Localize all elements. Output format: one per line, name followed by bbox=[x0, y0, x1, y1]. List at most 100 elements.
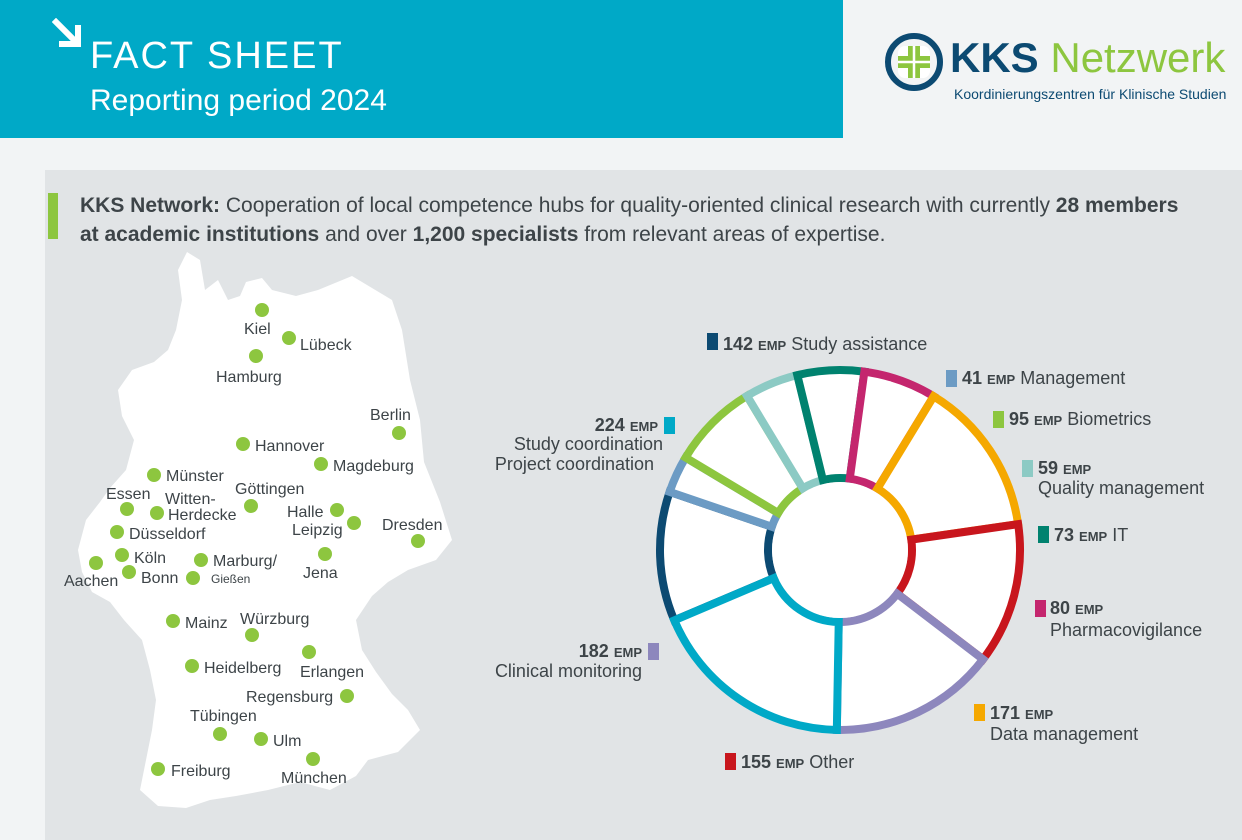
city-dot-regensburg bbox=[340, 689, 354, 703]
city-dot-tübingen bbox=[213, 727, 227, 741]
city-label-kiel: Kiel bbox=[244, 321, 271, 338]
city-label-tübingen: Tübingen bbox=[190, 708, 257, 725]
donut-hole bbox=[772, 482, 908, 618]
category-label-pharmacovigilance: Pharmacovigilance bbox=[1050, 620, 1202, 640]
city-label-dresden: Dresden bbox=[382, 517, 442, 534]
city-dot-aachen bbox=[89, 556, 103, 570]
intro-accent-bar bbox=[48, 193, 58, 239]
value-label-it: 73 EMP IT bbox=[1054, 525, 1128, 545]
city-label-düsseldorf: Düsseldorf bbox=[129, 526, 206, 543]
city-dot-münster bbox=[147, 468, 161, 482]
city-dot-berlin bbox=[392, 426, 406, 440]
city-label-freiburg: Freiburg bbox=[171, 763, 231, 780]
city-dot-hannover bbox=[236, 437, 250, 451]
value-label-other: 155 EMP Other bbox=[741, 752, 854, 772]
legend-swatch-clinical-monitoring bbox=[648, 643, 659, 660]
intro-bold-3: 1,200 specialists bbox=[412, 223, 579, 246]
intro-text-2: and over bbox=[319, 223, 413, 246]
city-label-marburg: Marburg/ bbox=[213, 553, 278, 570]
germany-map: Kiel Lübeck Hamburg Berlin Hannover Magdeburg… bbox=[64, 252, 452, 808]
city-dot-essen bbox=[120, 502, 134, 516]
header-band bbox=[0, 0, 843, 138]
city-label-heidelberg: Heidelberg bbox=[204, 660, 281, 677]
city-dot-bonn bbox=[122, 565, 136, 579]
value-label-quality-management: 59 EMP bbox=[1038, 458, 1092, 478]
logo-tagline: Koordinierungszentren für Klinische Stud… bbox=[954, 86, 1227, 102]
slice-clinical-monitoring bbox=[832, 588, 989, 734]
intro-bold-1: KKS Network: bbox=[80, 194, 221, 217]
legend-swatch-pharmacovigilance bbox=[1035, 600, 1046, 617]
category-label-study-coordination: Study coordination bbox=[514, 434, 663, 454]
page-title: FACT SHEET bbox=[90, 35, 344, 77]
value-label-clinical-monitoring: 182 EMP bbox=[579, 641, 643, 661]
city-dot-düsseldorf bbox=[110, 525, 124, 539]
city-label-lübeck: Lübeck bbox=[300, 337, 353, 354]
employee-donut-chart: 142 EMP Study assistance 41 EMP Managemen… bbox=[495, 333, 1204, 772]
city-label-würzburg: Würzburg bbox=[240, 611, 309, 628]
city-label-hannover: Hannover bbox=[255, 438, 325, 455]
city-label-gießen: Gießen bbox=[211, 572, 250, 586]
legend-swatch-management bbox=[946, 370, 957, 387]
city-label-göttingen: Göttingen bbox=[235, 481, 304, 498]
city-label-ulm: Ulm bbox=[273, 733, 301, 750]
city-dot-kiel bbox=[255, 303, 269, 317]
legend-swatch-quality-management bbox=[1022, 460, 1033, 477]
value-label-pharmacovigilance: 80 EMP bbox=[1050, 598, 1104, 618]
city-label-hamburg: Hamburg bbox=[216, 369, 282, 386]
city-label-erlangen: Erlangen bbox=[300, 664, 364, 681]
city-label-essen: Essen bbox=[106, 486, 150, 503]
city-dot-hamburg bbox=[249, 349, 263, 363]
city-dot-göttingen bbox=[244, 499, 258, 513]
city-label-halle: Halle bbox=[287, 504, 324, 521]
city-label-berlin: Berlin bbox=[370, 407, 411, 424]
city-dot-köln bbox=[115, 548, 129, 562]
city-label-münster: Münster bbox=[166, 468, 224, 485]
germany-outline bbox=[78, 252, 452, 808]
city-label-jena: Jena bbox=[303, 565, 338, 582]
city-dot-würzburg bbox=[245, 628, 259, 642]
page-subtitle: Reporting period 2024 bbox=[90, 84, 387, 117]
legend-swatch-data-management bbox=[974, 704, 985, 721]
category-label-2-study-coordination: Project coordination bbox=[495, 454, 654, 474]
intro-bold-2: 28 members at academic institutions bbox=[80, 194, 1179, 246]
city-label-regensburg: Regensburg bbox=[246, 689, 333, 706]
city-dot-lübeck bbox=[282, 331, 296, 345]
legend-swatch-study-assistance bbox=[707, 333, 718, 350]
city-dot-halle bbox=[330, 503, 344, 517]
logo-kks: KKS bbox=[950, 34, 1039, 81]
value-label-data-management: 171 EMP bbox=[990, 703, 1054, 723]
category-label-data-management: Data management bbox=[990, 724, 1138, 744]
arrow-down-right-icon bbox=[52, 18, 81, 47]
city-dot-gießen bbox=[186, 571, 200, 585]
category-label-clinical-monitoring: Clinical monitoring bbox=[495, 661, 642, 681]
city-dot-witten bbox=[150, 506, 164, 520]
slice-data-management bbox=[871, 390, 1023, 545]
city-label-münchen: München bbox=[281, 770, 347, 787]
logo-wordmark: KKS Netzwerk bbox=[950, 34, 1225, 82]
legend-swatch-it bbox=[1038, 526, 1049, 543]
city-label-bonn: Bonn bbox=[141, 570, 178, 587]
city-dot-freiburg bbox=[151, 762, 165, 776]
intro-text: KKS Network: Cooperation of local compet… bbox=[80, 191, 1180, 249]
slice-study-coordination bbox=[669, 572, 843, 735]
city-dot-mainz bbox=[166, 614, 180, 628]
city-label-köln: Köln bbox=[134, 550, 166, 567]
city-label-witten: Witten- bbox=[165, 491, 216, 508]
city-dot-münchen bbox=[306, 752, 320, 766]
intro-text-3: from relevant areas of expertise. bbox=[578, 223, 886, 246]
city-label-mainz: Mainz bbox=[185, 615, 228, 632]
legend-swatch-study-coordination bbox=[664, 417, 675, 434]
city-dot-ulm bbox=[254, 732, 268, 746]
intro-text-1: Cooperation of local competence hubs for… bbox=[220, 194, 1056, 217]
city-dot-magdeburg bbox=[314, 457, 328, 471]
city-label-magdeburg: Magdeburg bbox=[333, 458, 414, 475]
city-dot-marburg bbox=[194, 553, 208, 567]
city-dot-jena bbox=[318, 547, 332, 561]
category-label-quality-management: Quality management bbox=[1038, 478, 1204, 498]
city-dot-leipzig bbox=[347, 516, 361, 530]
city-label-aachen: Aachen bbox=[64, 573, 118, 590]
legend-swatch-biometrics bbox=[993, 411, 1004, 428]
legend-swatch-other bbox=[725, 753, 736, 770]
city-label-herdecke: Herdecke bbox=[168, 507, 237, 524]
city-dot-dresden bbox=[411, 534, 425, 548]
